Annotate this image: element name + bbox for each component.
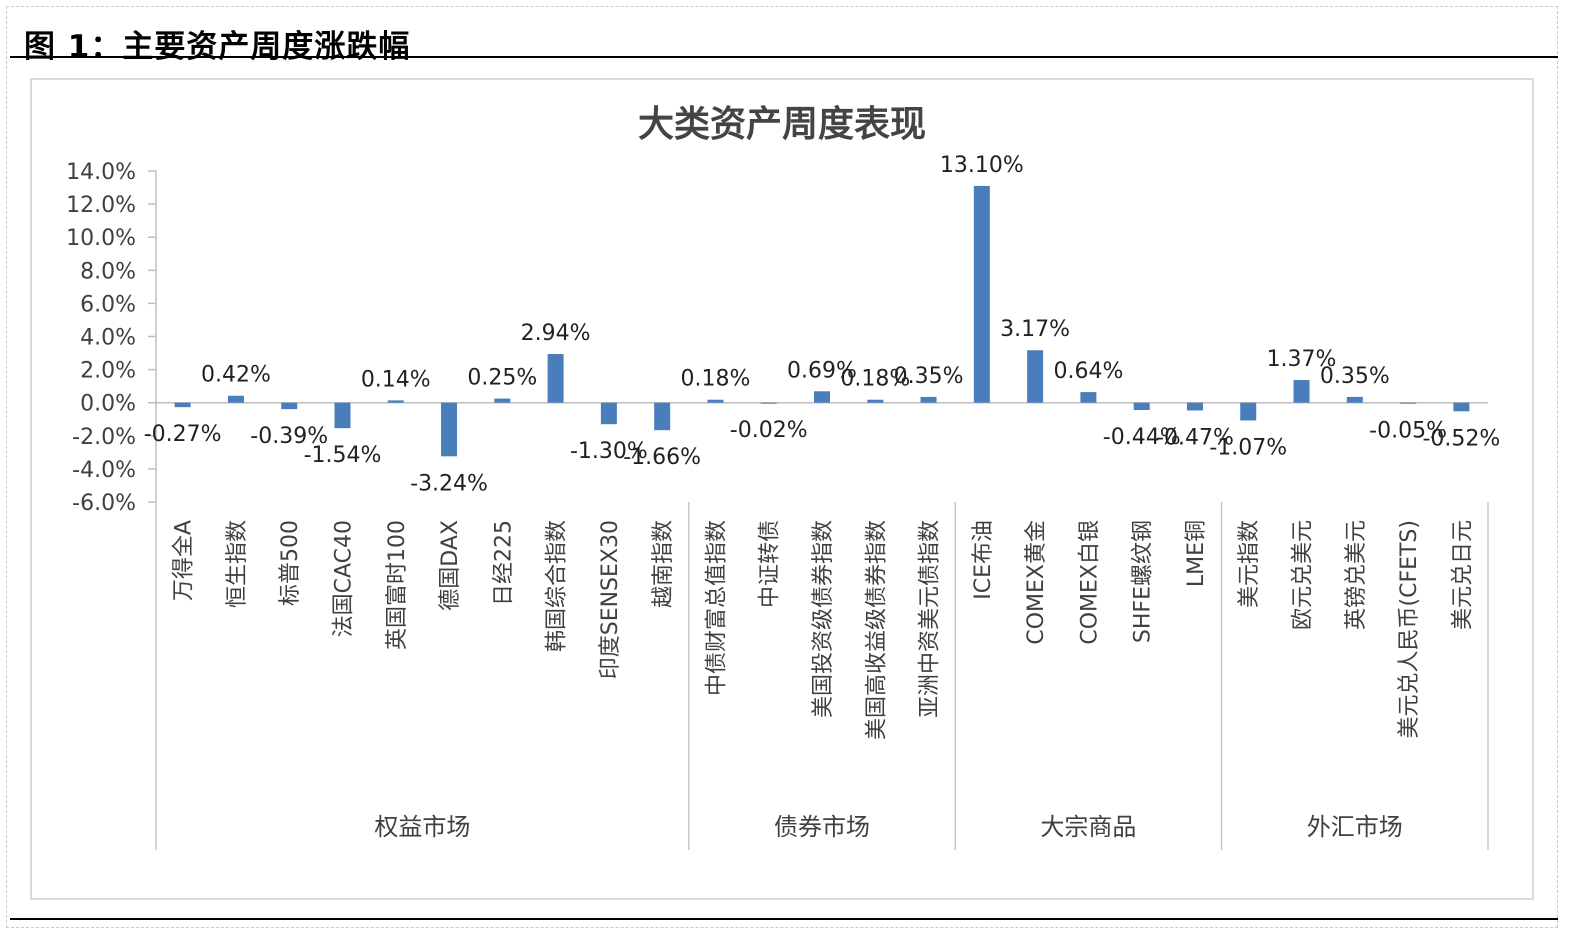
bar-中证转债 [760, 402, 777, 404]
bar-日经225 [494, 398, 511, 403]
data-label: -0.52% [1422, 426, 1500, 451]
y-tick-label: -4.0% [72, 458, 136, 483]
group-label: 大宗商品 [1040, 813, 1136, 841]
bar-美元兑人民币(CFETS) [1400, 402, 1417, 404]
category-label: 法国CAC40 [331, 520, 356, 637]
y-tick-label: 6.0% [80, 292, 136, 317]
bar-COMEX白银 [1080, 392, 1097, 403]
bar-美国投资级债券指数 [814, 391, 830, 403]
category-label: LME铜 [1184, 520, 1209, 587]
category-label: COMEX白银 [1077, 520, 1102, 645]
y-tick-label: 14.0% [66, 160, 136, 185]
bar-LME铜 [1186, 402, 1203, 411]
bar-标普500 [281, 402, 298, 410]
category-label: 美元指数 [1237, 520, 1262, 608]
data-label: 13.10% [940, 153, 1024, 178]
category-label: 美元兑日元 [1450, 520, 1475, 630]
bar-chart: 大类资产周度表现 14.0% 12.0% 10.0% 8.0% 6.0% 4.0% 2.0% 0… [66, 104, 1500, 850]
group-label: 权益市场 [374, 813, 470, 841]
category-label: 中债财富总值指数 [704, 520, 729, 696]
category-label: 韩国综合指数 [545, 520, 570, 652]
bottom-rule [10, 918, 1558, 920]
bar-万得全A [174, 402, 191, 408]
data-label: 0.18% [680, 367, 750, 392]
data-label: 2.94% [521, 321, 591, 346]
y-tick-label: -2.0% [72, 425, 136, 450]
bar-越南指数 [654, 402, 671, 431]
category-label: 印度SENSEX30 [598, 520, 623, 679]
bar-德国DAX [441, 402, 458, 457]
data-label: 0.18% [840, 367, 910, 392]
data-label: -1.54% [304, 443, 382, 468]
data-label: -0.44% [1103, 425, 1181, 450]
data-label: 3.17% [1000, 317, 1070, 342]
data-label: -0.39% [250, 424, 328, 449]
data-label: 0.35% [1320, 364, 1390, 389]
data-label: -3.24% [410, 471, 488, 496]
bar-美元指数 [1240, 402, 1257, 421]
category-label: 美元兑人民币(CFETS) [1397, 520, 1422, 739]
category-label: COMEX黄金 [1024, 520, 1049, 645]
data-label: 0.64% [1053, 359, 1123, 384]
y-tick-label: 10.0% [66, 226, 136, 251]
category-label: 日经225 [491, 520, 516, 606]
bar-英镑兑美元 [1346, 396, 1363, 403]
data-label: 0.69% [787, 358, 857, 383]
category-label: 美国高收益级债券指数 [864, 520, 889, 740]
bar-英国富时100 [387, 400, 404, 403]
bar-ICE布油 [973, 185, 990, 403]
data-label: 1.37% [1267, 347, 1337, 372]
category-label: 恒生指数 [225, 520, 250, 608]
data-label: -1.30% [570, 439, 648, 464]
bar-美元兑日元 [1453, 402, 1470, 412]
bar-COMEX黄金 [1027, 350, 1044, 403]
data-label: 0.14% [361, 367, 431, 392]
chart-area: 大类资产周度表现 14.0% 12.0% 10.0% 8.0% 6.0% 4.0% 2.0% 0… [30, 78, 1534, 900]
y-tick-label: -6.0% [72, 491, 136, 516]
bar-韩国综合指数 [547, 354, 564, 403]
data-label: -1.07% [1209, 435, 1287, 460]
data-label: 0.35% [894, 364, 964, 389]
bar-美国高收益级债券指数 [867, 399, 884, 403]
bar-亚洲中资美元债指数 [920, 396, 937, 403]
category-label: 亚洲中资美元债指数 [918, 520, 943, 718]
data-label: 0.42% [201, 363, 271, 388]
figure-header: 图 1：主要资产周度涨跌幅 [10, 8, 1558, 65]
category-label: 标普500 [278, 520, 303, 606]
bar-印度SENSEX30 [600, 402, 617, 425]
category-label: 美国投资级债券指数 [811, 520, 836, 718]
category-label: 英镑兑美元 [1344, 520, 1369, 630]
figure-title: 图 1：主要资产周度涨跌幅 [24, 29, 411, 65]
data-label: -0.27% [144, 422, 222, 447]
bar-SHFE螺纹钢 [1133, 402, 1150, 410]
category-label: SHFE螺纹钢 [1131, 520, 1156, 643]
figure-frame [6, 6, 1558, 928]
category-label: ICE布油 [971, 520, 996, 600]
group-label: 债券市场 [774, 813, 870, 841]
y-tick-label: 0.0% [80, 392, 136, 417]
group-label: 外汇市场 [1307, 813, 1403, 841]
category-label: 越南指数 [651, 520, 676, 608]
y-tick-label: 2.0% [80, 359, 136, 384]
y-tick-label: 8.0% [80, 259, 136, 284]
data-label: -0.05% [1369, 419, 1447, 444]
data-label: -1.66% [623, 445, 701, 470]
category-label: 中证转债 [758, 520, 783, 608]
data-label: -0.02% [730, 418, 808, 443]
bar-欧元兑美元 [1293, 380, 1310, 403]
bar-法国CAC40 [334, 402, 351, 429]
category-label: 欧元兑美元 [1291, 520, 1316, 630]
data-label: -0.47% [1156, 425, 1234, 450]
category-label: 德国DAX [438, 520, 463, 611]
bar-中债财富总值指数 [707, 399, 724, 403]
bar-恒生指数 [227, 395, 244, 403]
y-tick-label: 12.0% [66, 193, 136, 218]
category-label: 英国富时100 [385, 520, 410, 650]
category-label: 万得全A [172, 520, 197, 601]
data-label: 0.25% [467, 366, 537, 391]
chart-title: 大类资产周度表现 [638, 104, 926, 145]
y-tick-label: 4.0% [80, 326, 136, 351]
